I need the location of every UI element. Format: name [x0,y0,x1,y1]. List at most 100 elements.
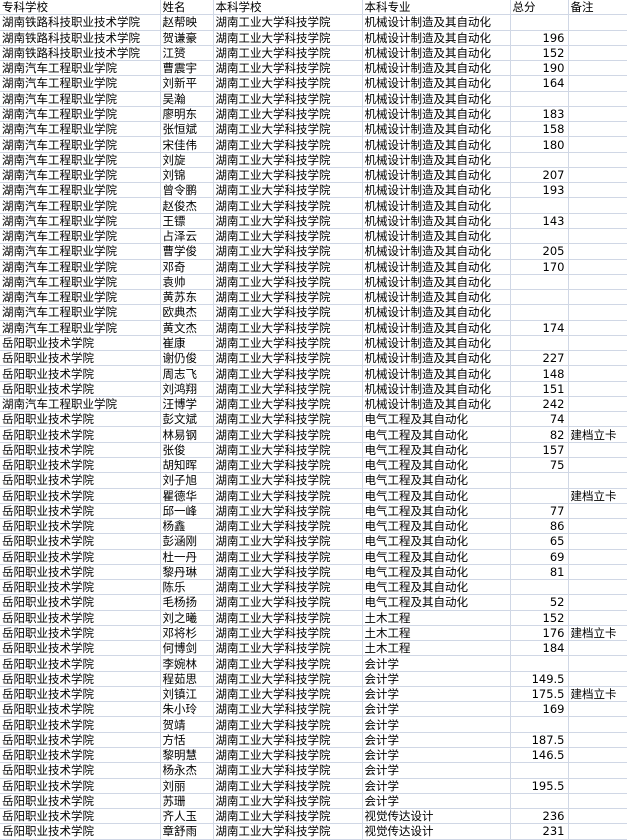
cell-university[interactable]: 湖南工业大学科技学院 [213,350,363,367]
cell-university[interactable]: 湖南工业大学科技学院 [213,213,363,229]
cell-score[interactable]: 74 [510,411,569,428]
cell-note[interactable] [568,716,627,733]
cell-college[interactable]: 岳阳职业技术学院 [0,533,161,550]
cell-note[interactable]: 建档立卡 [568,686,627,703]
cell-score[interactable]: 170 [510,259,569,275]
cell-score[interactable]: 81 [510,564,569,581]
cell-college[interactable]: 岳阳职业技术学院 [0,732,161,749]
cell-note[interactable] [568,640,627,657]
cell-university[interactable]: 湖南工业大学科技学院 [213,396,363,413]
cell-college[interactable]: 岳阳职业技术学院 [0,686,161,703]
cell-major[interactable]: 机械设计制造及其自动化 [362,136,511,153]
cell-college[interactable]: 湖南汽车工程职业学院 [0,274,161,291]
cell-major[interactable]: 会计学 [362,732,511,749]
cell-score[interactable] [510,716,569,733]
cell-note[interactable] [568,152,627,168]
cell-university[interactable]: 湖南工业大学科技学院 [213,167,363,184]
cell-college[interactable]: 湖南汽车工程职业学院 [0,197,161,214]
cell-university[interactable]: 湖南工业大学科技学院 [213,564,363,581]
cell-note[interactable] [568,167,627,184]
cell-college[interactable]: 岳阳职业技术学院 [0,411,161,428]
cell-note[interactable] [568,136,627,153]
cell-college[interactable]: 湖南铁路科技职业技术学院 [0,14,161,31]
cell-score[interactable] [510,274,569,291]
cell-note[interactable] [568,457,627,474]
cell-name[interactable]: 杨鑫 [160,518,214,535]
cell-name[interactable]: 袁帅 [160,274,214,291]
cell-name[interactable]: 瞿德华 [160,488,214,504]
cell-name[interactable]: 邱一峰 [160,503,214,520]
cell-score[interactable]: 157 [510,442,569,458]
cell-name[interactable]: 贺谦豪 [160,30,214,46]
cell-note[interactable] [568,365,627,382]
cell-name[interactable]: 李婉林 [160,655,214,672]
cell-score[interactable]: 242 [510,396,569,413]
cell-university[interactable]: 湖南工业大学科技学院 [213,289,363,306]
cell-name[interactable]: 胡知晖 [160,457,214,474]
cell-college[interactable]: 岳阳职业技术学院 [0,625,161,642]
cell-note[interactable] [568,762,627,779]
cell-score[interactable]: 176 [510,625,569,642]
cell-major[interactable]: 视觉传达设计 [362,823,511,840]
cell-note[interactable] [568,533,627,550]
cell-score[interactable]: 187.5 [510,732,569,749]
cell-major[interactable]: 机械设计制造及其自动化 [362,289,511,306]
cell-major[interactable]: 电气工程及其自动化 [362,442,511,458]
cell-major[interactable]: 会计学 [362,747,511,764]
cell-college[interactable]: 湖南汽车工程职业学院 [0,396,161,413]
cell-major[interactable]: 机械设计制造及其自动化 [362,381,511,397]
cell-name[interactable]: 彭涵刚 [160,533,214,550]
cell-note[interactable] [568,655,627,672]
cell-university[interactable]: 湖南工业大学科技学院 [213,533,363,550]
cell-university[interactable]: 湖南工业大学科技学院 [213,365,363,382]
cell-university[interactable]: 湖南工业大学科技学院 [213,14,363,31]
cell-college[interactable]: 岳阳职业技术学院 [0,655,161,672]
cell-note[interactable] [568,549,627,565]
cell-name[interactable]: 贺靖 [160,716,214,733]
cell-major[interactable]: 机械设计制造及其自动化 [362,45,511,62]
cell-major[interactable]: 土木工程 [362,640,511,657]
cell-score[interactable] [510,14,569,31]
cell-major[interactable]: 机械设计制造及其自动化 [362,335,511,352]
cell-college[interactable]: 岳阳职业技术学院 [0,793,161,810]
cell-name[interactable]: 王镖 [160,213,214,229]
cell-university[interactable]: 湖南工业大学科技学院 [213,442,363,458]
cell-major[interactable]: 会计学 [362,686,511,703]
cell-college[interactable]: 湖南汽车工程职业学院 [0,243,161,260]
cell-college[interactable]: 湖南汽车工程职业学院 [0,91,161,107]
cell-college[interactable]: 岳阳职业技术学院 [0,579,161,596]
header-cell-college[interactable]: 专科学校 [0,0,161,16]
cell-name[interactable]: 刘子旭 [160,472,214,489]
cell-score[interactable]: 75 [510,457,569,474]
cell-name[interactable]: 张俊 [160,442,214,458]
cell-college[interactable]: 岳阳职业技术学院 [0,640,161,657]
cell-university[interactable]: 湖南工业大学科技学院 [213,91,363,107]
cell-score[interactable] [510,304,569,321]
cell-name[interactable]: 占泽云 [160,228,214,245]
cell-note[interactable] [568,91,627,107]
cell-major[interactable]: 会计学 [362,716,511,733]
cell-college[interactable]: 岳阳职业技术学院 [0,762,161,779]
cell-college[interactable]: 湖南汽车工程职业学院 [0,320,161,336]
cell-college[interactable]: 湖南汽车工程职业学院 [0,106,161,123]
cell-note[interactable] [568,579,627,596]
cell-major[interactable]: 机械设计制造及其自动化 [362,197,511,214]
cell-major[interactable]: 机械设计制造及其自动化 [362,243,511,260]
cell-name[interactable]: 刘镇江 [160,686,214,703]
cell-name[interactable]: 朱小玲 [160,701,214,718]
cell-university[interactable]: 湖南工业大学科技学院 [213,503,363,520]
cell-college[interactable]: 岳阳职业技术学院 [0,426,161,443]
cell-university[interactable]: 湖南工业大学科技学院 [213,45,363,62]
cell-score[interactable]: 143 [510,213,569,229]
cell-major[interactable]: 土木工程 [362,625,511,642]
cell-name[interactable]: 杜一丹 [160,549,214,565]
cell-university[interactable]: 湖南工业大学科技学院 [213,823,363,840]
cell-major[interactable]: 会计学 [362,671,511,687]
cell-note[interactable] [568,197,627,214]
cell-major[interactable]: 会计学 [362,793,511,810]
cell-university[interactable]: 湖南工业大学科技学院 [213,686,363,703]
cell-major[interactable]: 机械设计制造及其自动化 [362,121,511,138]
cell-major[interactable]: 电气工程及其自动化 [362,594,511,611]
cell-college[interactable]: 湖南汽车工程职业学院 [0,152,161,168]
cell-name[interactable]: 程茹思 [160,671,214,687]
